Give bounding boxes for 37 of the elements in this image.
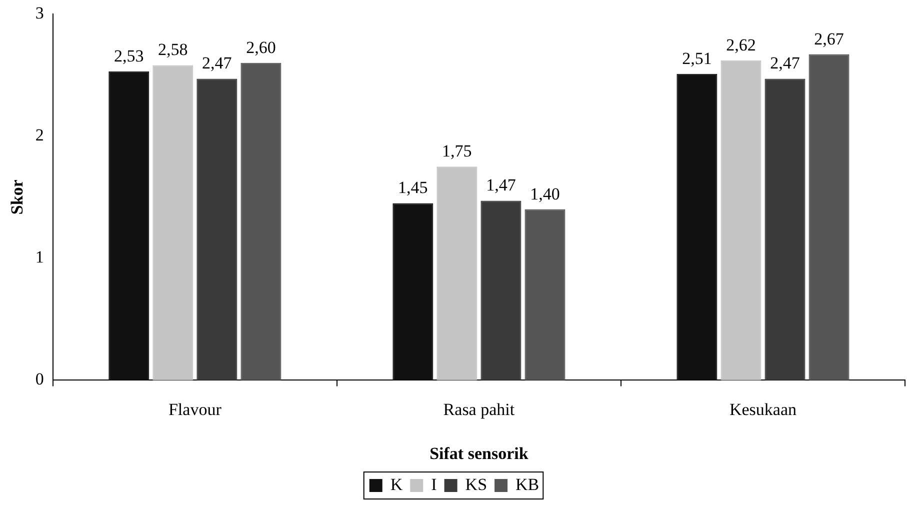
legend-label: KS bbox=[465, 474, 488, 494]
x-axis-title: Sifat sensorik bbox=[430, 444, 529, 464]
y-tick-label: 1 bbox=[35, 248, 44, 267]
bar bbox=[196, 78, 238, 380]
data-label: 2,47 bbox=[770, 54, 800, 73]
bar bbox=[108, 71, 150, 380]
bar bbox=[764, 78, 806, 380]
y-axis-title: Skor bbox=[8, 179, 27, 215]
legend-label: I bbox=[431, 474, 438, 494]
y-tick-label: 2 bbox=[35, 126, 44, 145]
x-tick-label: Rasa pahit bbox=[443, 400, 515, 419]
data-label: 2,51 bbox=[682, 48, 712, 68]
bar bbox=[392, 203, 434, 380]
bar bbox=[436, 166, 478, 380]
data-label: 2,62 bbox=[726, 35, 756, 54]
data-label: 1,40 bbox=[530, 184, 560, 204]
data-label: 2,60 bbox=[246, 38, 276, 57]
data-label: 1,47 bbox=[486, 176, 516, 195]
x-tick-label: Flavour bbox=[168, 400, 222, 419]
y-tick-label: 3 bbox=[35, 3, 44, 22]
bar bbox=[152, 65, 194, 380]
bar bbox=[524, 209, 566, 380]
bar bbox=[240, 62, 282, 380]
y-tick-label: 0 bbox=[35, 370, 44, 389]
data-label: 1,45 bbox=[398, 178, 428, 198]
legend-label: K bbox=[390, 474, 404, 494]
bar bbox=[808, 54, 850, 380]
bar bbox=[480, 200, 522, 380]
data-label: 1,75 bbox=[442, 142, 472, 161]
data-label: 2,53 bbox=[114, 46, 144, 66]
bar bbox=[676, 74, 718, 380]
bar bbox=[720, 60, 762, 380]
data-label: 2,58 bbox=[158, 40, 188, 60]
legend-label: KB bbox=[516, 474, 540, 494]
data-label: 2,67 bbox=[814, 29, 844, 48]
x-tick-label: Kesukaan bbox=[729, 400, 797, 419]
data-label: 2,47 bbox=[202, 54, 232, 73]
